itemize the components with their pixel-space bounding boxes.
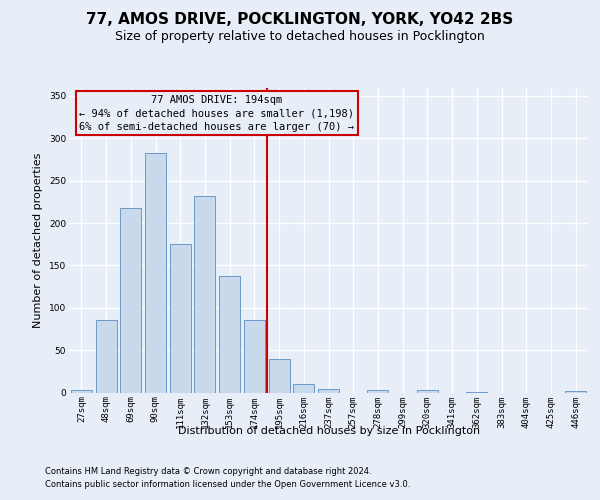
Bar: [95, 320, 116, 392]
Bar: [269, 358, 290, 392]
Y-axis label: Number of detached properties: Number of detached properties: [34, 152, 43, 328]
Bar: [293, 384, 314, 392]
Text: Contains HM Land Registry data © Crown copyright and database right 2024.: Contains HM Land Registry data © Crown c…: [45, 467, 371, 476]
Bar: [417, 390, 438, 392]
Text: 77 AMOS DRIVE: 194sqm
← 94% of detached houses are smaller (1,198)
6% of semi-de: 77 AMOS DRIVE: 194sqm ← 94% of detached …: [79, 95, 355, 132]
Text: Contains public sector information licensed under the Open Government Licence v3: Contains public sector information licen…: [45, 480, 410, 489]
Bar: [565, 391, 586, 392]
Text: Size of property relative to detached houses in Pocklington: Size of property relative to detached ho…: [115, 30, 485, 43]
Bar: [71, 390, 92, 392]
Bar: [219, 276, 240, 392]
Bar: [318, 389, 339, 392]
Bar: [367, 390, 388, 392]
Bar: [194, 196, 215, 392]
Bar: [244, 320, 265, 392]
Text: Distribution of detached houses by size in Pocklington: Distribution of detached houses by size …: [178, 426, 480, 436]
Bar: [145, 152, 166, 392]
Bar: [120, 208, 141, 392]
Text: 77, AMOS DRIVE, POCKLINGTON, YORK, YO42 2BS: 77, AMOS DRIVE, POCKLINGTON, YORK, YO42 …: [86, 12, 514, 28]
Bar: [170, 244, 191, 392]
